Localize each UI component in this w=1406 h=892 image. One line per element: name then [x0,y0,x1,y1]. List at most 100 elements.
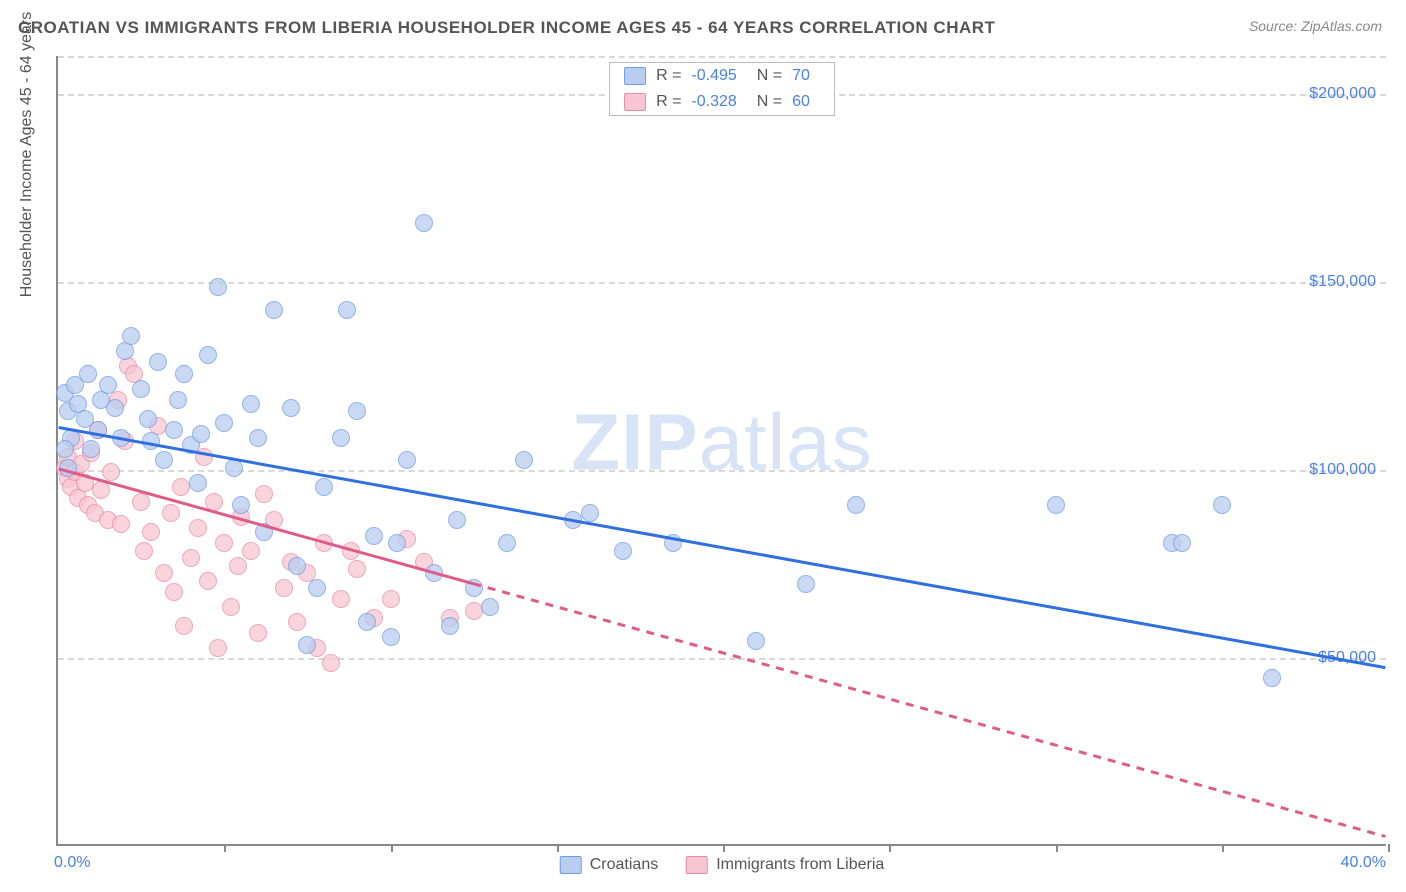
gridline [58,470,1386,472]
data-point [149,353,167,371]
data-point [182,549,200,567]
correlation-chart: CROATIAN VS IMMIGRANTS FROM LIBERIA HOUS… [0,0,1406,892]
legend-row: R = -0.495 N = 70 [610,63,834,89]
chart-title: CROATIAN VS IMMIGRANTS FROM LIBERIA HOUS… [18,18,995,38]
data-point [365,527,383,545]
data-point [76,474,94,492]
data-point [189,474,207,492]
data-point [59,459,77,477]
data-point [102,463,120,481]
data-point [215,414,233,432]
series1-n-value: 70 [792,67,810,85]
data-point [175,365,193,383]
data-point [155,451,173,469]
series1-label: Croatians [590,856,658,874]
data-point [99,376,117,394]
data-point [172,478,190,496]
correlation-legend: R = -0.495 N = 70 R = -0.328 N = 60 [609,62,835,116]
series-legend: Croatians Immigrants from Liberia [560,856,885,874]
data-point [1213,496,1231,514]
watermark: ZIPatlas [571,397,872,489]
data-point [142,523,160,541]
data-point [298,636,316,654]
data-point [322,654,340,672]
data-point [275,579,293,597]
data-point [288,557,306,575]
data-point [847,496,865,514]
data-point [225,459,243,477]
data-point [388,534,406,552]
data-point [382,628,400,646]
x-tick [1056,844,1058,852]
data-point [332,429,350,447]
gridline [58,658,1386,660]
data-point [448,511,466,529]
series1-swatch-icon [624,67,646,85]
x-tick [224,844,226,852]
data-point [229,557,247,575]
data-point [581,504,599,522]
gridline [58,56,1386,58]
data-point [315,534,333,552]
y-tick-label: $100,000 [1309,461,1376,479]
data-point [169,391,187,409]
data-point [132,493,150,511]
data-point [564,511,582,529]
data-point [249,429,267,447]
series2-label: Immigrants from Liberia [716,856,884,874]
data-point [465,602,483,620]
y-axis-title: Householder Income Ages 45 - 64 years [18,12,36,298]
series1-r-value: -0.495 [691,67,736,85]
data-point [199,346,217,364]
x-tick [391,844,393,852]
data-point [242,542,260,560]
data-point [92,481,110,499]
x-tick [723,844,725,852]
data-point [348,402,366,420]
data-point [79,365,97,383]
x-axis-min-label: 0.0% [54,854,90,872]
data-point [747,632,765,650]
data-point [209,278,227,296]
series2-n-value: 60 [792,93,810,111]
series2-swatch-icon [686,856,708,874]
data-point [192,425,210,443]
series1-swatch-icon [560,856,582,874]
series2-swatch-icon [624,93,646,111]
data-point [165,421,183,439]
data-point [338,301,356,319]
data-point [282,399,300,417]
data-point [664,534,682,552]
data-point [135,542,153,560]
x-tick [557,844,559,852]
data-point [232,496,250,514]
data-point [132,380,150,398]
y-tick-label: $150,000 [1309,273,1376,291]
data-point [332,590,350,608]
data-point [481,598,499,616]
data-point [106,399,124,417]
legend-item: Immigrants from Liberia [686,856,884,874]
data-point [498,534,516,552]
x-axis-max-label: 40.0% [1341,854,1386,872]
x-tick [1388,844,1390,852]
data-point [288,613,306,631]
data-point [255,485,273,503]
data-point [1173,534,1191,552]
x-tick [889,844,891,852]
data-point [112,429,130,447]
data-point [112,515,130,533]
y-tick-label: $50,000 [1318,649,1376,667]
data-point [165,583,183,601]
data-point [265,301,283,319]
data-point [89,421,107,439]
data-point [249,624,267,642]
legend-item: Croatians [560,856,658,874]
chart-source: Source: ZipAtlas.com [1249,18,1382,34]
data-point [441,617,459,635]
data-point [465,579,483,597]
data-point [209,639,227,657]
series2-r-value: -0.328 [691,93,736,111]
data-point [1263,669,1281,687]
data-point [1047,496,1065,514]
